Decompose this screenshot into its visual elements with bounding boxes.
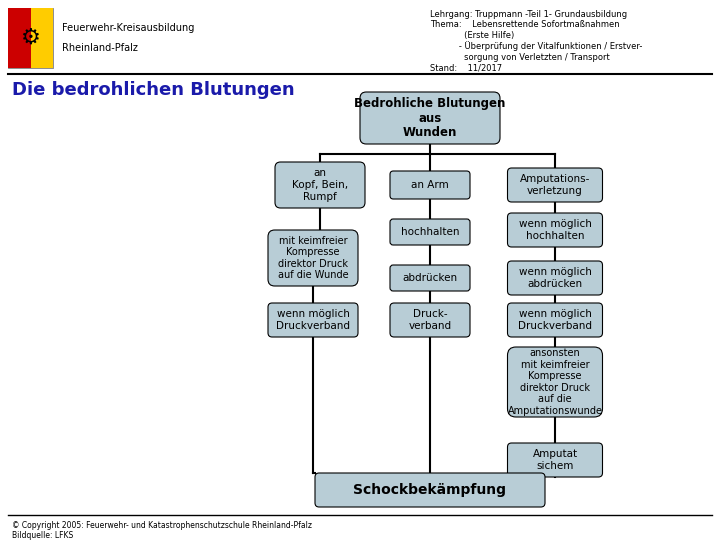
Bar: [8, 8, 30, 68]
Text: hochhalten: hochhalten: [401, 227, 459, 237]
Text: Druck-
verband: Druck- verband: [408, 309, 451, 331]
FancyBboxPatch shape: [508, 261, 603, 295]
Text: Amputat
sichem: Amputat sichem: [532, 449, 577, 471]
Text: wenn möglich
Druckverband: wenn möglich Druckverband: [518, 309, 592, 331]
Text: ansonsten
mit keimfreier
Kompresse
direktor Druck
auf die
Amputationswunde: ansonsten mit keimfreier Kompresse direk…: [508, 348, 603, 416]
Bar: [30, 8, 53, 68]
FancyBboxPatch shape: [390, 171, 470, 199]
FancyBboxPatch shape: [508, 213, 603, 247]
FancyBboxPatch shape: [390, 219, 470, 245]
FancyBboxPatch shape: [508, 168, 603, 202]
FancyBboxPatch shape: [508, 303, 603, 337]
FancyBboxPatch shape: [268, 230, 358, 286]
Text: mit keimfreier
Kompresse
direktor Druck
auf die Wunde: mit keimfreier Kompresse direktor Druck …: [278, 235, 348, 280]
Text: Rheinland-Pfalz: Rheinland-Pfalz: [62, 43, 138, 53]
Text: wenn möglich
abdrücken: wenn möglich abdrücken: [518, 267, 591, 289]
FancyBboxPatch shape: [390, 303, 470, 337]
Text: Feuerwehr-Kreisausbildung: Feuerwehr-Kreisausbildung: [62, 23, 194, 33]
FancyBboxPatch shape: [275, 162, 365, 208]
FancyBboxPatch shape: [315, 473, 545, 507]
FancyBboxPatch shape: [390, 265, 470, 291]
FancyBboxPatch shape: [360, 92, 500, 144]
Text: wenn möglich
hochhalten: wenn möglich hochhalten: [518, 219, 591, 241]
Text: an Arm: an Arm: [411, 180, 449, 190]
FancyBboxPatch shape: [8, 8, 53, 68]
Text: an
Kopf, Bein,
Rumpf: an Kopf, Bein, Rumpf: [292, 168, 348, 201]
Text: wenn möglich
Druckverband: wenn möglich Druckverband: [276, 309, 350, 331]
Text: Bedrohliche Blutungen
aus
Wunden: Bedrohliche Blutungen aus Wunden: [354, 97, 505, 139]
FancyBboxPatch shape: [268, 303, 358, 337]
FancyBboxPatch shape: [508, 443, 603, 477]
Text: Amputations-
verletzung: Amputations- verletzung: [520, 174, 590, 196]
Text: Die bedrohlichen Blutungen: Die bedrohlichen Blutungen: [12, 81, 294, 99]
Text: Schockbekämpfung: Schockbekämpfung: [354, 483, 506, 497]
Text: Lehrgang: Truppmann -Teil 1- Grundausbildung
Thema:    Lebensrettende Sofortmaßn: Lehrgang: Truppmann -Teil 1- Grundausbil…: [430, 10, 642, 72]
FancyBboxPatch shape: [508, 347, 603, 417]
Text: © Copyright 2005: Feuerwehr- und Katastrophenschutzschule Rheinland-Pfalz
Bildqu: © Copyright 2005: Feuerwehr- und Katastr…: [12, 521, 312, 540]
Text: abdrücken: abdrücken: [402, 273, 458, 283]
Text: ⚙: ⚙: [20, 28, 40, 48]
